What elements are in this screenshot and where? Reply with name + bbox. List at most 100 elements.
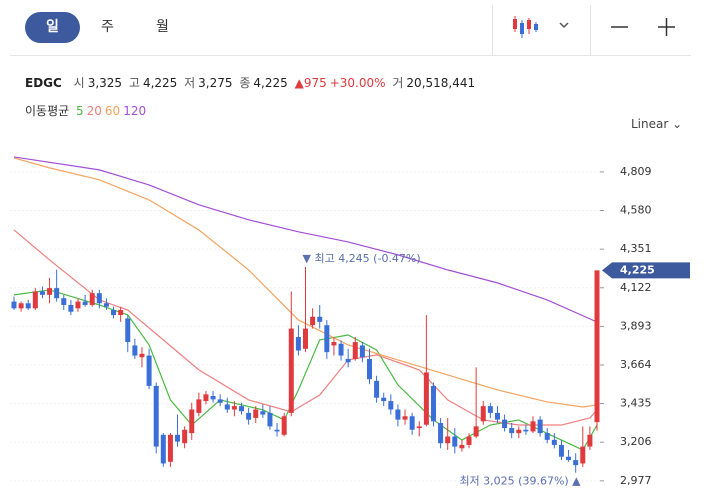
candle-body (182, 429, 188, 444)
candle-body (487, 406, 493, 413)
candle-body (267, 412, 273, 427)
candle-body (175, 434, 181, 442)
candle-body (502, 419, 508, 429)
y-tick-label: 3,664 (620, 358, 652, 371)
candle-body (317, 316, 323, 322)
tab-month[interactable]: 월 (156, 19, 169, 35)
candle-body (459, 444, 465, 449)
candle-body (103, 303, 109, 307)
last-price-label: 4,225 (620, 263, 655, 276)
quote-line: EDGC 시 3,325 고 4,225 저 3,275 종 4,225 ▲975 +30… (25, 74, 478, 91)
candle-body (281, 416, 287, 435)
candle-body (430, 385, 436, 422)
candle-body (388, 401, 394, 410)
toolbar-icons (513, 16, 675, 38)
quote-label: 저 (184, 76, 196, 90)
legend-entry: 20 (86, 104, 102, 118)
candle-body (11, 301, 17, 309)
candle-body (374, 380, 380, 398)
scale-toggle[interactable]: Linear ⌄ (631, 117, 682, 131)
candle-body (153, 385, 159, 447)
high-annotation: ▼ 최고 4,245 (-0.47%) (303, 252, 421, 265)
quote-value: 3,325 (87, 76, 123, 90)
candle-body (210, 396, 216, 400)
quote-label: 종 (239, 76, 251, 90)
quote-value: 4,225 (253, 76, 288, 90)
candle-body (381, 397, 387, 402)
scale-mode: Linear (631, 117, 669, 131)
candle-body (189, 409, 195, 434)
candle-body (594, 270, 600, 423)
candle-body (494, 412, 500, 420)
candle-body (167, 434, 173, 462)
ma-line (13, 156, 598, 323)
change: ▲975 (294, 76, 327, 90)
chart-type-button[interactable] (513, 16, 538, 38)
candle-body (47, 288, 53, 295)
candle-body (25, 303, 31, 309)
quote-label: 시 (73, 76, 85, 90)
candle-body (438, 422, 444, 444)
ma-label: 이동평균 (25, 104, 70, 118)
candle-body (111, 310, 117, 316)
candle-body (231, 406, 237, 410)
candle-body (224, 404, 230, 410)
volume: 20,518,441 (406, 76, 476, 90)
candle-body (32, 291, 38, 309)
ma-legend: 이동평균 5 20 60 120 (25, 102, 149, 119)
low-annotation: 최저 3,025 (39.67%) ▲ (459, 475, 581, 488)
candle-body (295, 337, 301, 351)
candle-body (544, 433, 550, 440)
candle-body (445, 436, 451, 444)
candle-body (96, 293, 102, 304)
candle-body (551, 439, 557, 445)
ma-line (13, 157, 598, 408)
candle-body (573, 460, 579, 466)
candle-body (68, 304, 74, 312)
candle-body (509, 428, 515, 434)
tab-day[interactable]: 일 (25, 12, 80, 43)
candle-body (331, 342, 337, 346)
chevron: ⌄ (672, 117, 683, 131)
legend-entry: 5 (76, 104, 84, 118)
divider (590, 5, 591, 55)
ticker: EDGC (25, 76, 62, 90)
y-tick-label: 2,977 (620, 474, 652, 487)
y-tick-label: 4,351 (620, 242, 652, 255)
candle-body (132, 345, 138, 356)
candle-body (288, 328, 294, 413)
legend-entry: 120 (123, 104, 147, 118)
candle-body (416, 426, 422, 429)
volume-label: 거 (392, 76, 404, 90)
candle-body (39, 291, 45, 295)
candle-body (587, 434, 593, 447)
dropdown-button[interactable] (559, 22, 569, 29)
candle-body (246, 412, 252, 420)
divider (492, 5, 493, 55)
period-tabs: 일 주 월 (25, 12, 190, 43)
candle-body (452, 436, 458, 447)
candle-body (125, 318, 131, 343)
candle-body (54, 288, 60, 299)
change-pct: +30.00% (329, 76, 386, 90)
tab-week[interactable]: 주 (101, 19, 114, 35)
candle-body (160, 434, 166, 464)
candle-body (473, 426, 479, 437)
y-tick-label: 4,580 (620, 204, 652, 217)
candle-body (523, 429, 529, 432)
candle-body (566, 456, 572, 461)
candle-body (423, 372, 429, 425)
y-tick-label: 4,809 (620, 165, 652, 178)
candle-body (324, 325, 330, 353)
candle-body (146, 355, 152, 386)
zoom-in-button[interactable] (658, 18, 675, 36)
legend-entry: 60 (104, 104, 121, 118)
candle-body (303, 328, 308, 349)
candle-body (466, 436, 472, 445)
y-tick-label: 4,122 (620, 281, 652, 294)
y-tick-label: 3,206 (620, 435, 652, 448)
candle-body (345, 358, 351, 363)
candle-body (409, 416, 415, 430)
